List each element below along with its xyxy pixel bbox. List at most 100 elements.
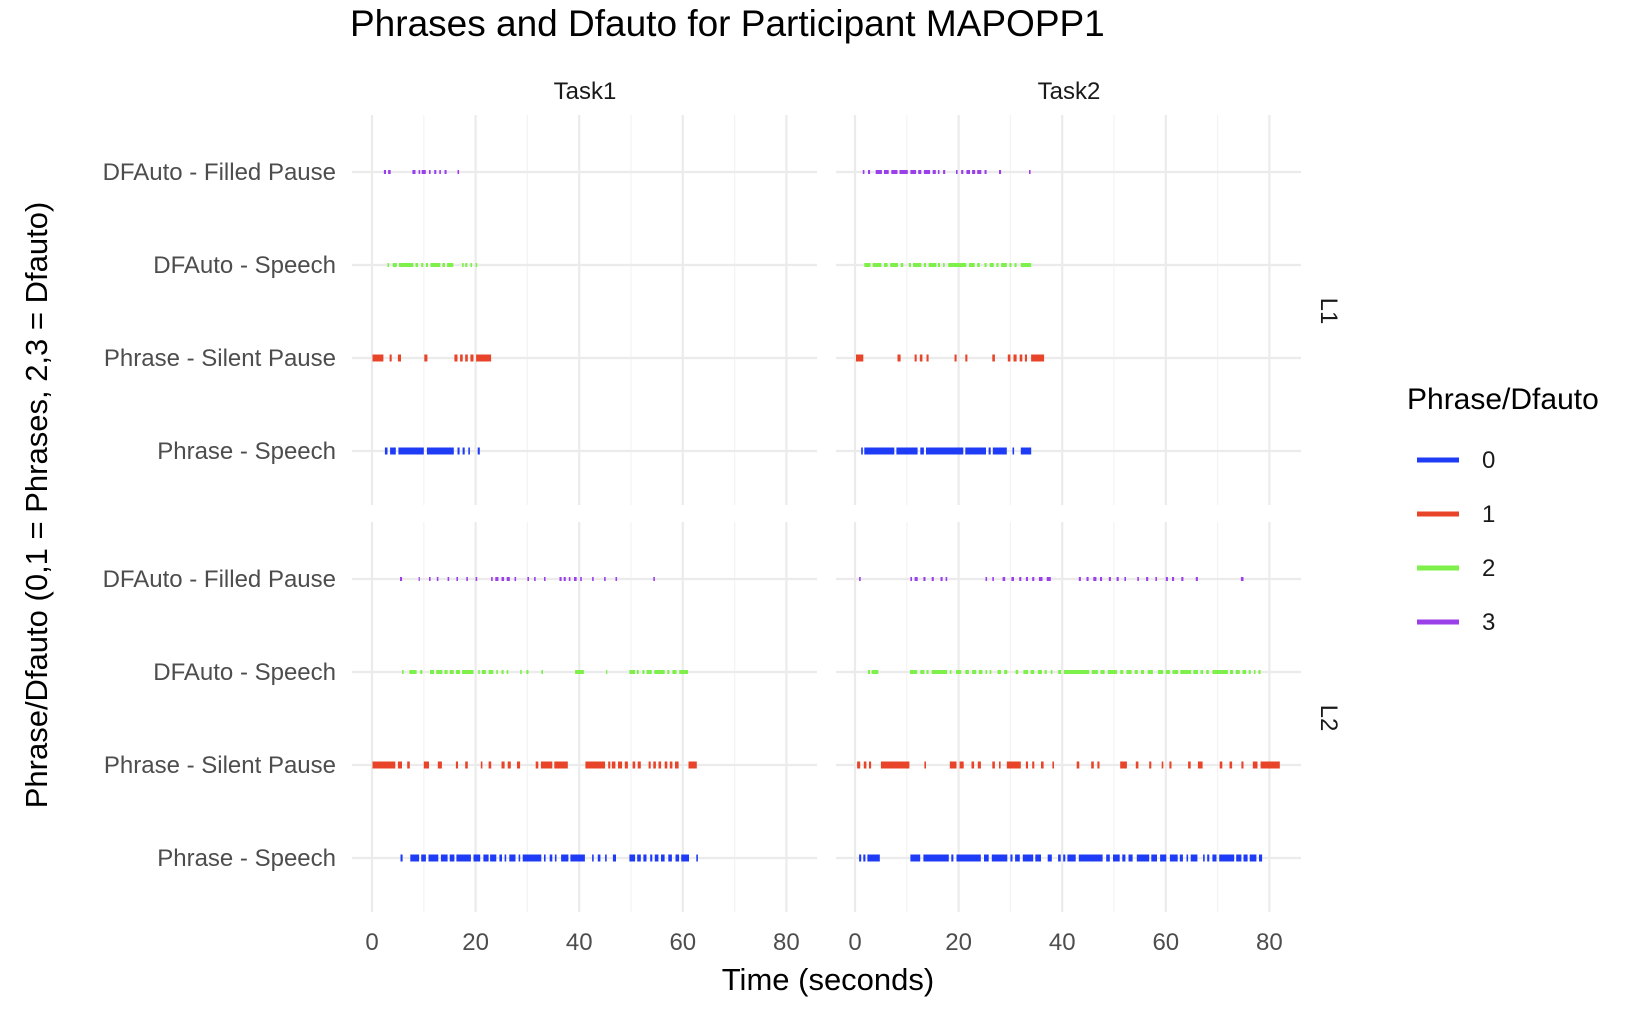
segment-3 [1093, 577, 1097, 581]
segment-1 [397, 354, 401, 362]
segment-1 [535, 761, 539, 769]
segment-1 [1252, 761, 1258, 769]
segment-3 [918, 170, 922, 174]
segment-2 [425, 263, 428, 267]
segment-0 [1186, 854, 1189, 862]
chart-title: Phrases and Dfauto for Participant MAPOP… [350, 3, 1105, 44]
segment-2 [871, 670, 879, 674]
segment-3 [999, 170, 1002, 174]
segment-0 [951, 854, 954, 862]
legend-title: Phrase/Dfauto [1407, 383, 1599, 416]
segment-0 [449, 854, 455, 862]
segment-2 [654, 670, 665, 674]
segment-3 [992, 577, 994, 581]
segment-1 [465, 354, 468, 362]
segment-2 [949, 670, 952, 674]
segment-2 [1230, 670, 1234, 674]
y-tick-label: Phrase - Speech [157, 845, 336, 872]
segment-1 [618, 761, 623, 769]
panel-grid-task2-l2 [836, 522, 1301, 912]
segment-2 [943, 263, 945, 267]
segment-2 [462, 263, 464, 267]
segment-3 [937, 170, 940, 174]
segment-2 [501, 670, 504, 674]
segment-1 [488, 761, 492, 769]
segment-3 [891, 170, 898, 174]
segment-1 [992, 761, 995, 769]
segment-1 [632, 761, 636, 769]
segment-1 [517, 761, 521, 769]
segment-1 [611, 761, 616, 769]
segment-2 [455, 670, 460, 674]
segment-0 [1020, 447, 1032, 455]
segment-1 [437, 761, 442, 769]
y-tick-label: DFAuto - Speech [153, 252, 336, 279]
segment-1 [585, 761, 606, 769]
segment-3 [862, 170, 865, 174]
x-tick-label: 40 [1049, 929, 1076, 956]
segment-0 [675, 854, 680, 862]
segment-0 [681, 854, 689, 862]
axis-labels: DFAuto - Filled Pause DFAuto - Speech Phra… [103, 159, 1283, 956]
segment-3 [1146, 577, 1149, 581]
segment-2 [1001, 263, 1007, 267]
segment-2 [977, 263, 980, 267]
segment-1 [1006, 761, 1021, 769]
segment-0 [428, 854, 439, 862]
segment-2 [444, 670, 448, 674]
segment-3 [985, 577, 988, 581]
segment-2 [972, 670, 977, 674]
segment-2 [908, 263, 911, 267]
segment-3 [444, 170, 447, 174]
segment-3 [1240, 577, 1244, 581]
legend-label-2: 2 [1482, 555, 1495, 582]
legend: 0 1 2 3 [1417, 447, 1495, 636]
segment-3 [884, 170, 889, 174]
segment-0 [1236, 854, 1242, 862]
segment-2 [996, 263, 999, 267]
segment-0 [400, 854, 403, 862]
segment-1 [507, 761, 511, 769]
segment-1 [992, 354, 995, 362]
strip-label-l2: L2 [1315, 705, 1342, 732]
segment-0 [1122, 854, 1126, 862]
segment-0 [991, 854, 1008, 862]
segment-3 [466, 577, 468, 581]
segment-0 [861, 447, 863, 455]
segment-3 [1029, 170, 1031, 174]
segment-2 [913, 263, 922, 267]
segment-3 [1137, 577, 1139, 581]
segment-2 [496, 670, 498, 674]
segment-2 [900, 263, 904, 267]
segment-2 [541, 670, 543, 674]
segment-3 [868, 170, 871, 174]
segment-2 [1009, 263, 1012, 267]
segment-2 [978, 670, 983, 674]
panel-task2-l2 [857, 577, 1280, 862]
segment-1 [965, 354, 968, 362]
segment-0 [643, 854, 647, 862]
segment-0 [1113, 854, 1120, 862]
segment-3 [592, 577, 594, 581]
segment-2 [636, 670, 639, 674]
segment-2 [1100, 670, 1105, 674]
segment-0 [668, 854, 672, 862]
segment-1 [1260, 761, 1280, 769]
segment-2 [667, 670, 670, 674]
segment-1 [637, 761, 641, 769]
segment-0 [1169, 854, 1178, 862]
segment-0 [398, 447, 424, 455]
segment-3 [436, 577, 439, 581]
segment-3 [457, 170, 460, 174]
segment-0 [988, 447, 991, 455]
segment-0 [867, 854, 880, 862]
segment-0 [863, 854, 866, 862]
segment-3 [388, 170, 391, 174]
segment-1 [1161, 761, 1164, 769]
segment-0 [696, 854, 698, 862]
segment-0 [1010, 854, 1013, 862]
segment-0 [457, 447, 460, 455]
segment-0 [483, 854, 489, 862]
segment-3 [1025, 577, 1028, 581]
segment-0 [592, 854, 594, 862]
